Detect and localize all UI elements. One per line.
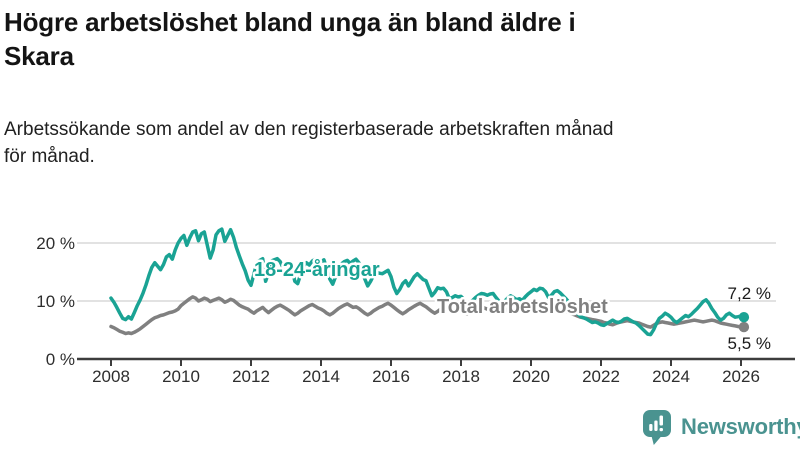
page-title-line-2: Skara: [4, 41, 74, 71]
x-tick-label: 2012: [232, 367, 270, 386]
end-dot-total: [738, 321, 750, 333]
unemployment-line-chart: 0 % 10 % 20 % 2008 2010 2012 2014 2016 2…: [36, 227, 795, 386]
x-axis-labels: 2008 2010 2012 2014 2016 2018 2020 2022 …: [92, 367, 760, 386]
series-label-youth: 18-24-åringar: [254, 258, 380, 281]
x-tick-label: 2016: [372, 367, 410, 386]
y-tick-label: 10 %: [36, 292, 75, 311]
x-tick-label: 2018: [442, 367, 480, 386]
end-value-labels: 7,2 % 5,5 %: [728, 284, 771, 353]
gridlines: [77, 242, 776, 302]
chart-subtitle-line-1: Arbetssökande som andel av den registerb…: [4, 119, 614, 140]
brand-name: Newsworthy: [681, 414, 800, 439]
x-tick-label: 2020: [512, 367, 550, 386]
line-total: [109, 295, 746, 336]
x-tick-label: 2024: [652, 367, 690, 386]
y-tick-label: 20 %: [36, 234, 75, 253]
x-axis-ticks: [110, 360, 742, 366]
end-value-label-youth: 7,2 %: [728, 284, 771, 303]
page-title: Högre arbetslöshet bland unga än bland ä…: [4, 5, 576, 73]
chart-subtitle: Arbetssökande som andel av den registerb…: [4, 116, 613, 170]
y-tick-label: 0 %: [46, 350, 75, 369]
line-youth: [109, 227, 746, 337]
x-tick-label: 2022: [582, 367, 620, 386]
series-layer: [109, 227, 750, 337]
chart-subtitle-line-2: för månad.: [4, 146, 95, 167]
x-tick-label: 2008: [92, 367, 130, 386]
newsworthy-logo[interactable]: Newsworthy: [640, 408, 800, 446]
series-inline-labels: 18-24-åringar Total arbetslöshet: [252, 256, 611, 321]
x-tick-label: 2010: [162, 367, 200, 386]
end-dot-youth: [738, 312, 750, 323]
page-title-line-1: Högre arbetslöshet bland unga än bland ä…: [4, 7, 576, 37]
series-label-total: Total arbetslöshet: [437, 296, 608, 318]
x-tick-label: 2026: [722, 367, 760, 386]
end-value-label-total: 5,5 %: [728, 334, 771, 353]
y-axis-labels: 0 % 10 % 20 %: [36, 234, 75, 369]
x-tick-label: 2014: [302, 367, 340, 386]
bar-chart-bubble-icon: [643, 410, 671, 445]
